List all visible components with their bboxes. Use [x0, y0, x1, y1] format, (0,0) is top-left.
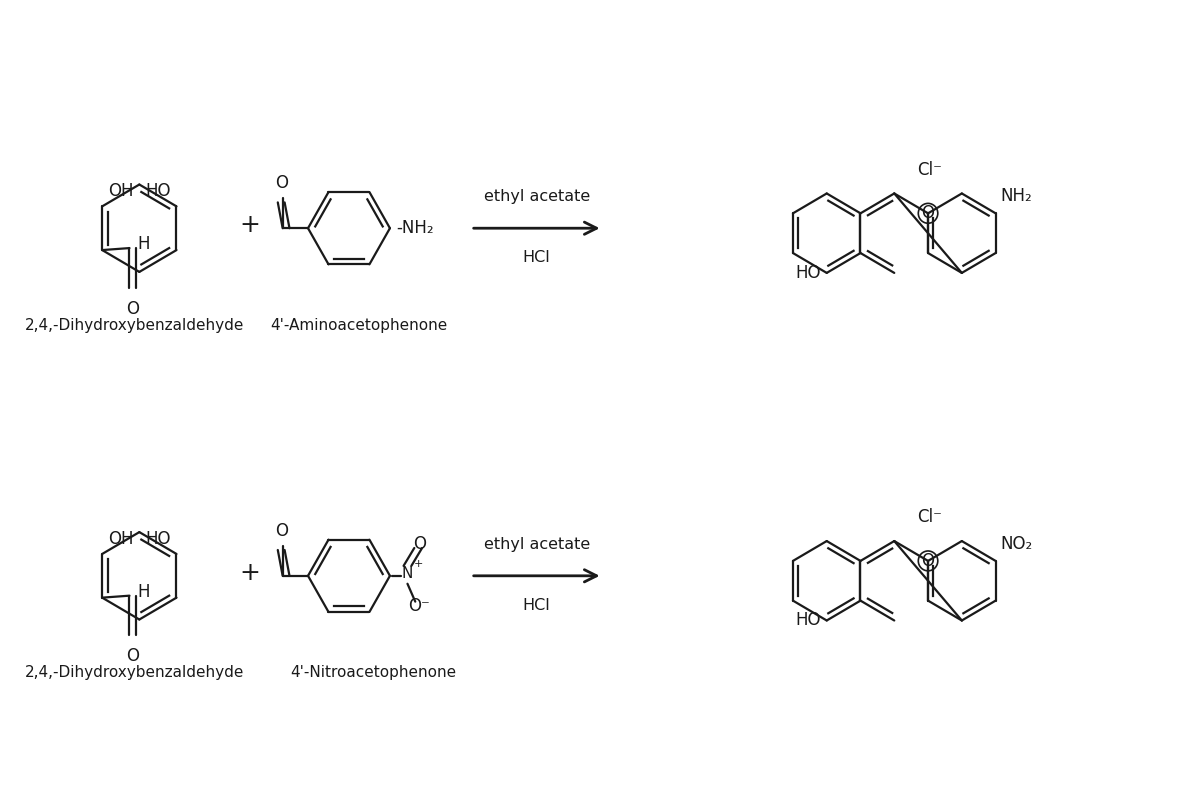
Text: HCl: HCl	[523, 598, 551, 613]
Text: OH: OH	[108, 530, 133, 548]
Text: O⁻: O⁻	[408, 596, 430, 615]
Text: O: O	[126, 647, 139, 665]
Text: HO: HO	[145, 530, 170, 548]
Text: O: O	[275, 174, 288, 192]
Text: HO: HO	[796, 612, 821, 629]
Text: Cl⁻: Cl⁻	[918, 161, 942, 178]
Text: NH₂: NH₂	[1001, 187, 1032, 205]
Text: NO₂: NO₂	[1001, 535, 1033, 553]
Text: 2,4,-Dihydroxybenzaldehyde: 2,4,-Dihydroxybenzaldehyde	[25, 665, 244, 680]
Text: +: +	[239, 561, 260, 585]
Text: O: O	[413, 535, 426, 553]
Text: ethyl acetate: ethyl acetate	[484, 190, 589, 204]
Text: HO: HO	[796, 264, 821, 282]
Text: O: O	[922, 552, 935, 570]
Text: Cl⁻: Cl⁻	[918, 508, 942, 526]
Text: HCl: HCl	[523, 250, 551, 265]
Text: ethyl acetate: ethyl acetate	[484, 537, 589, 552]
Text: O: O	[922, 204, 935, 222]
Text: O: O	[275, 522, 288, 540]
Text: 4'-Nitroacetophenone: 4'-Nitroacetophenone	[290, 665, 456, 680]
Text: +: +	[413, 559, 422, 569]
Text: H: H	[137, 235, 150, 253]
Text: HO: HO	[145, 182, 170, 200]
Text: O: O	[126, 299, 139, 318]
Text: 2,4,-Dihydroxybenzaldehyde: 2,4,-Dihydroxybenzaldehyde	[25, 318, 244, 332]
Text: 4'-Aminoacetophenone: 4'-Aminoacetophenone	[270, 318, 448, 332]
Text: N: N	[402, 567, 413, 581]
Text: OH: OH	[108, 182, 133, 200]
Text: -NH₂: -NH₂	[396, 220, 433, 237]
Text: +: +	[239, 213, 260, 237]
Text: H: H	[137, 583, 150, 600]
